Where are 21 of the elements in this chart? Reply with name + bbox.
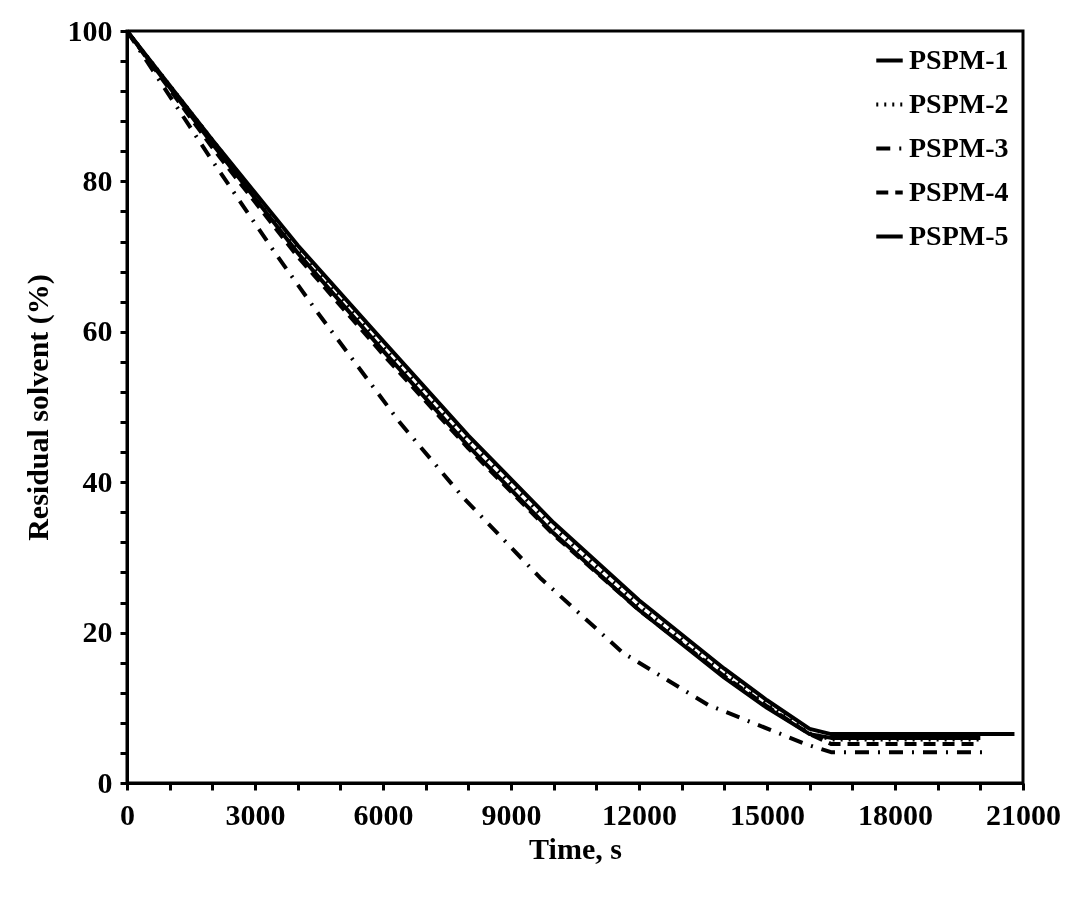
y-tick-label: 0 <box>97 765 113 799</box>
legend-label: PSPM-5 <box>909 219 1009 251</box>
legend-label: PSPM-4 <box>909 175 1009 207</box>
y-tick-label: 60 <box>82 314 113 348</box>
x-tick-label: 6000 <box>353 797 414 831</box>
x-tick-label: 3000 <box>225 797 286 831</box>
legend-label: PSPM-3 <box>909 131 1009 163</box>
legend-label: PSPM-1 <box>909 43 1009 75</box>
x-tick-label: 0 <box>120 797 135 831</box>
y-tick-label: 100 <box>67 13 113 47</box>
x-tick-label: 9000 <box>481 797 542 831</box>
x-tick-label: 18000 <box>858 797 933 831</box>
x-axis-title: Time, s <box>529 831 622 865</box>
x-tick-label: 12000 <box>602 797 677 831</box>
y-tick-label: 80 <box>82 163 113 197</box>
y-tick-label: 40 <box>82 464 113 498</box>
x-tick-label: 21000 <box>986 797 1061 831</box>
y-axis-title: Residual solvent (%) <box>20 274 55 541</box>
legend-label: PSPM-2 <box>909 87 1009 119</box>
x-tick-label: 15000 <box>730 797 805 831</box>
y-tick-label: 20 <box>82 615 113 649</box>
